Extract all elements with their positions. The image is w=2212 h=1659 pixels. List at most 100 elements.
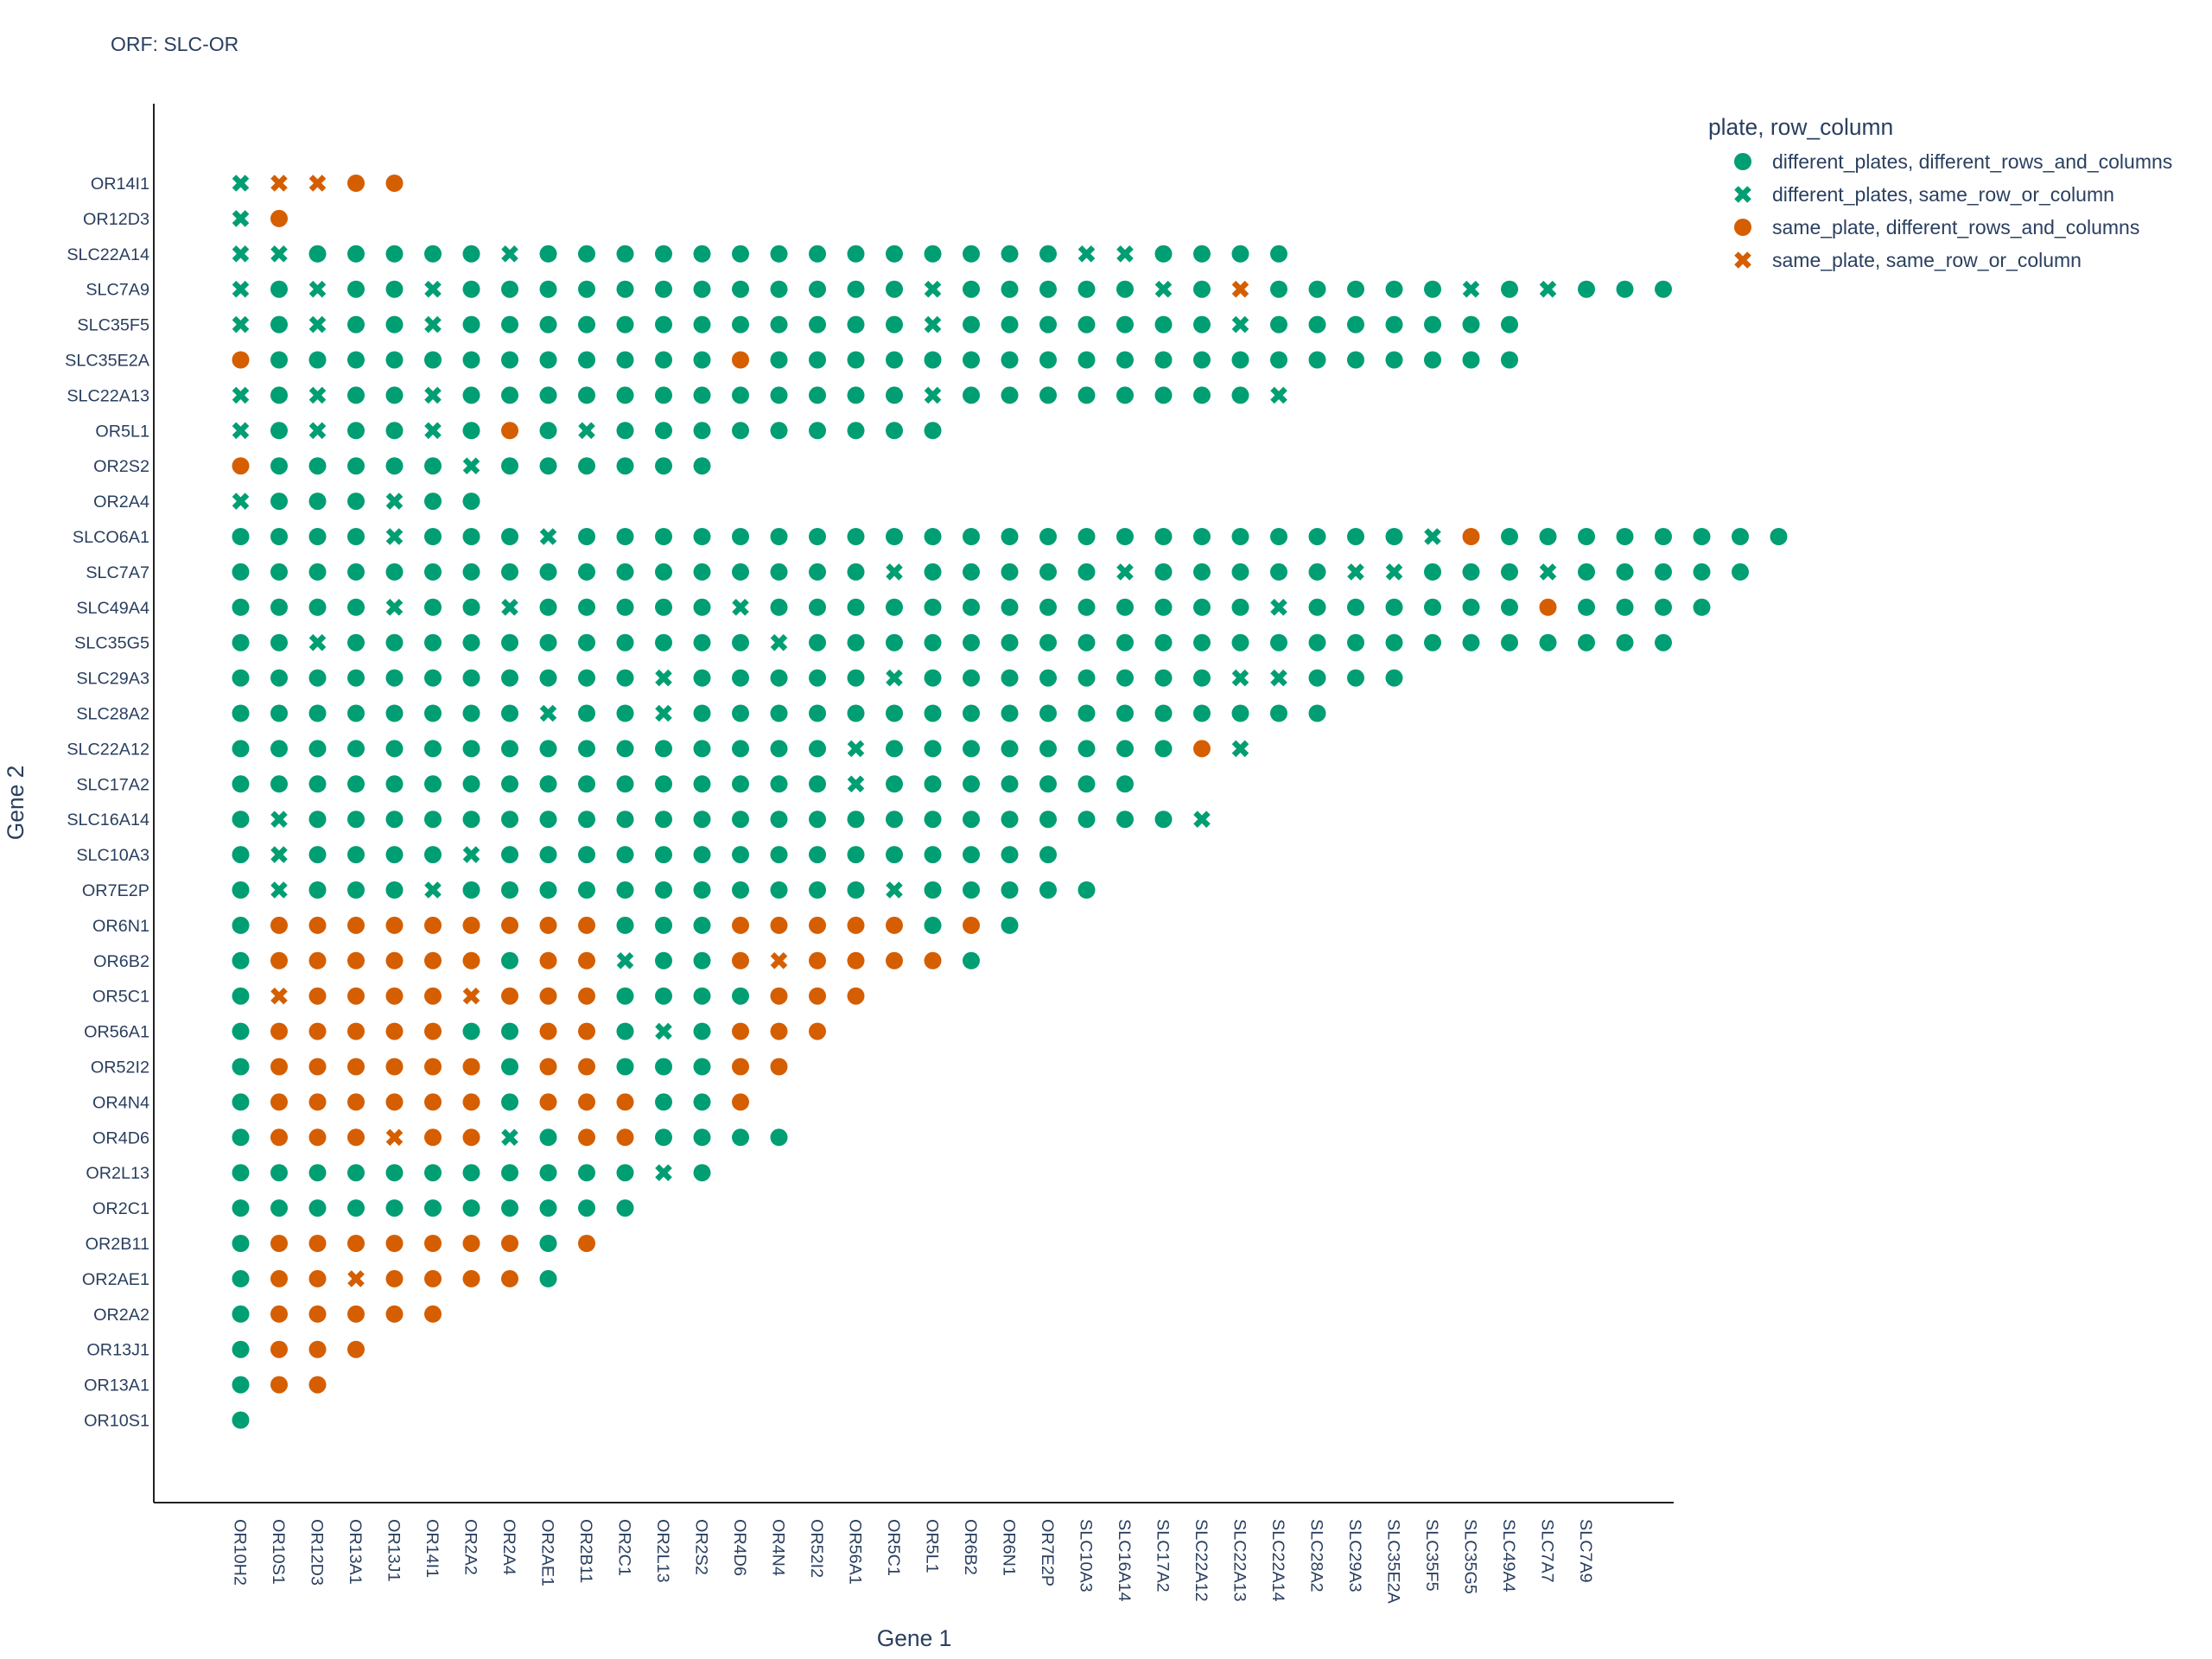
data-point [578,740,595,758]
data-point [232,1164,250,1182]
data-point [1001,280,1019,298]
data-point [732,1022,749,1040]
x-tick-label: SLC22A14 [1268,1519,1287,1602]
y-tick-label: SLC29A3 [76,670,149,689]
data-markers [232,175,1788,1429]
data-point [1347,633,1364,652]
data-point [270,1093,288,1111]
data-point [1039,846,1057,864]
y-tick-label: OR5C1 [92,988,149,1007]
data-point [1001,669,1019,687]
data-point [886,775,903,793]
data-point [1424,528,1441,545]
data-point [1655,633,1672,652]
data-point [347,1340,365,1358]
data-point [809,633,826,652]
data-point [655,1128,672,1147]
data-point [424,315,442,334]
data-point [424,1269,442,1287]
data-point [963,846,980,864]
data-point [924,881,942,899]
data-point [308,493,327,511]
data-point [232,740,250,758]
data-point [232,1411,250,1429]
data-point [655,1164,672,1181]
data-point [385,528,404,545]
data-point [1270,315,1287,334]
data-point [616,952,634,969]
y-tick-label: SLC10A3 [76,846,149,865]
data-point [232,175,250,192]
data-point [308,1305,327,1323]
data-point [963,528,980,545]
data-point [347,1235,365,1252]
data-point [501,1269,518,1287]
data-point [1385,351,1403,369]
data-point [270,740,288,758]
data-point [1732,563,1749,581]
x-tick-label: OR2S2 [692,1519,711,1575]
data-point [501,1022,518,1040]
data-point [1385,528,1403,545]
data-point [424,422,442,440]
data-point [539,1199,557,1217]
data-point [732,846,749,864]
data-point [270,528,288,545]
y-tick-label: OR7E2P [82,881,149,900]
data-point [655,457,672,475]
data-point [1077,598,1096,616]
data-point [232,704,250,722]
data-point [1077,528,1096,545]
data-point [1001,704,1019,722]
data-point [578,916,595,934]
data-point [732,315,749,334]
data-point [963,633,980,652]
data-point [847,951,865,969]
data-point [732,280,749,298]
data-point [963,245,980,263]
data-point [1193,528,1211,545]
data-point [1154,386,1173,404]
data-point [578,386,595,404]
data-point [1539,563,1557,581]
data-point [462,1199,480,1217]
data-point [578,351,595,369]
data-point [308,1164,327,1182]
data-point [1770,528,1788,545]
data-point [655,846,672,864]
data-point [1270,669,1287,687]
data-point [770,386,788,404]
data-point [578,881,595,899]
data-point [232,493,250,510]
data-point [963,810,980,829]
data-point [1116,740,1134,758]
data-point [1616,528,1634,545]
data-point [963,386,980,404]
data-point [1655,598,1672,616]
x-tick-label: OR2C1 [615,1519,634,1576]
data-point [1385,280,1403,298]
data-point [1539,528,1557,545]
data-point [693,457,711,475]
data-point [578,280,595,298]
data-point [1616,280,1634,298]
data-point [308,704,327,722]
data-point [232,951,250,969]
x-tick-label: SLC29A3 [1345,1519,1364,1592]
data-point [308,1269,327,1287]
data-point [462,740,480,758]
data-point [616,245,634,263]
data-point [1193,563,1211,581]
data-point [1308,598,1326,616]
data-point [1347,669,1364,687]
data-point [232,315,250,334]
data-point [1001,846,1019,864]
data-point [232,422,250,440]
data-point [347,951,365,969]
x-axis-title: Gene 1 [877,1625,952,1651]
data-point [347,175,365,192]
data-point [886,669,903,687]
data-point [424,775,442,793]
data-point [539,422,557,440]
data-point [770,1058,788,1076]
